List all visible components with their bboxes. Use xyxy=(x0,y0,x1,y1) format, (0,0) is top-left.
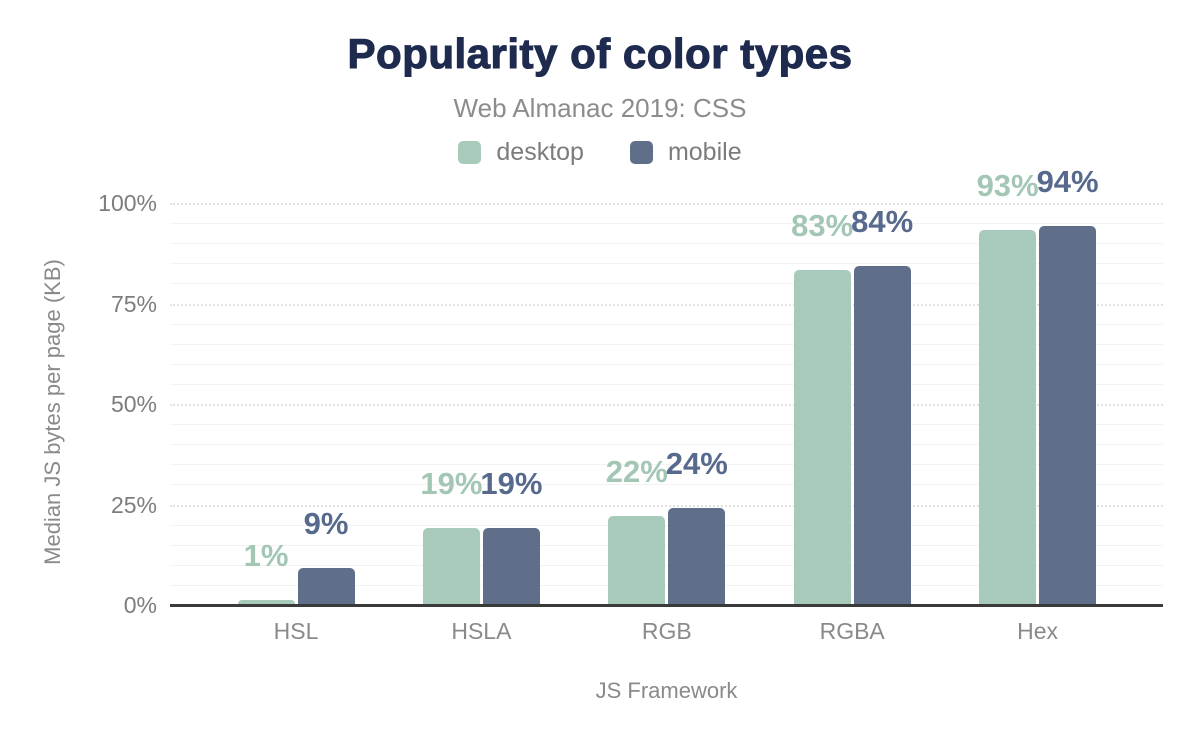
minor-gridline-60 xyxy=(170,363,1163,365)
bar-desktop-hsla[interactable] xyxy=(422,527,480,604)
legend-swatch-desktop-icon xyxy=(458,141,482,164)
value-label-desktop-hsla: 19% xyxy=(420,465,483,501)
bar-desktop-hsl[interactable] xyxy=(237,599,295,604)
value-label-mobile-hsl: 9% xyxy=(303,505,349,541)
minor-gridline-55 xyxy=(170,383,1163,385)
bar-mobile-hsl[interactable] xyxy=(297,567,355,604)
major-gridline-100 xyxy=(170,203,1163,205)
value-label-desktop-hex: 93% xyxy=(976,168,1039,204)
minor-gridline-90 xyxy=(170,243,1163,245)
bar-mobile-hex[interactable] xyxy=(1039,226,1097,604)
chart-title: Popularity of color types xyxy=(347,29,853,77)
value-label-mobile-hsla: 19% xyxy=(480,465,543,501)
minor-gridline-85 xyxy=(170,263,1163,265)
minor-gridline-35 xyxy=(170,464,1163,466)
legend-item-mobile[interactable]: mobile xyxy=(629,138,742,167)
value-label-mobile-hex: 94% xyxy=(1036,164,1099,200)
y-tick-label-75: 75% xyxy=(110,290,157,317)
bar-desktop-rgb[interactable] xyxy=(608,515,666,604)
major-gridline-25 xyxy=(170,504,1163,507)
value-label-desktop-rgb: 22% xyxy=(605,453,668,489)
bar-desktop-hex[interactable] xyxy=(979,230,1037,604)
minor-gridline-70 xyxy=(170,323,1163,325)
y-tick-label-100: 100% xyxy=(98,190,157,216)
y-tick-label-50: 50% xyxy=(110,391,157,417)
category-label-hsla: HSLA xyxy=(451,618,512,644)
value-label-desktop-hsl: 1% xyxy=(243,537,289,573)
minor-gridline-5 xyxy=(170,584,1163,586)
category-label-rgba: RGBA xyxy=(819,618,885,644)
x-axis-title: JS Framework xyxy=(595,678,738,703)
minor-gridline-20 xyxy=(170,524,1163,526)
category-label-rgb: RGB xyxy=(641,618,692,644)
chart-subtitle: Web Almanac 2019: CSS xyxy=(453,93,747,123)
minor-gridline-65 xyxy=(170,343,1163,345)
bar-mobile-hsla[interactable] xyxy=(482,527,540,604)
minor-gridline-10 xyxy=(170,564,1163,566)
x-axis-line xyxy=(170,604,1163,607)
legend-label-desktop: desktop xyxy=(496,138,584,166)
minor-gridline-80 xyxy=(170,283,1163,285)
value-label-mobile-rgb: 24% xyxy=(665,445,728,481)
y-tick-label-25: 25% xyxy=(110,491,157,518)
minor-gridline-15 xyxy=(170,544,1163,546)
minor-gridline-95 xyxy=(170,223,1163,225)
minor-gridline-30 xyxy=(170,484,1163,486)
legend: desktop mobile xyxy=(0,138,1200,167)
value-label-mobile-rgba: 84% xyxy=(851,204,914,240)
legend-swatch-mobile-icon xyxy=(629,141,653,164)
bar-desktop-rgba[interactable] xyxy=(793,270,851,604)
minor-gridline-45 xyxy=(170,424,1163,426)
category-label-hex: Hex xyxy=(1017,618,1059,644)
bar-mobile-rgba[interactable] xyxy=(853,266,911,604)
legend-label-mobile: mobile xyxy=(667,138,742,166)
plot-area: 1% 9% 19% 19% 22% 24% 83% 84% 93% 94% xyxy=(170,166,1163,607)
major-gridline-75 xyxy=(170,303,1163,306)
y-tick-label-0: 0% xyxy=(123,592,157,618)
value-label-desktop-rgba: 83% xyxy=(791,208,854,244)
major-gridline-50 xyxy=(170,404,1163,406)
legend-item-desktop[interactable]: desktop xyxy=(458,138,584,167)
category-label-hsl: HSL xyxy=(273,618,319,644)
minor-gridline-40 xyxy=(170,444,1163,446)
bar-mobile-rgb[interactable] xyxy=(668,507,726,604)
